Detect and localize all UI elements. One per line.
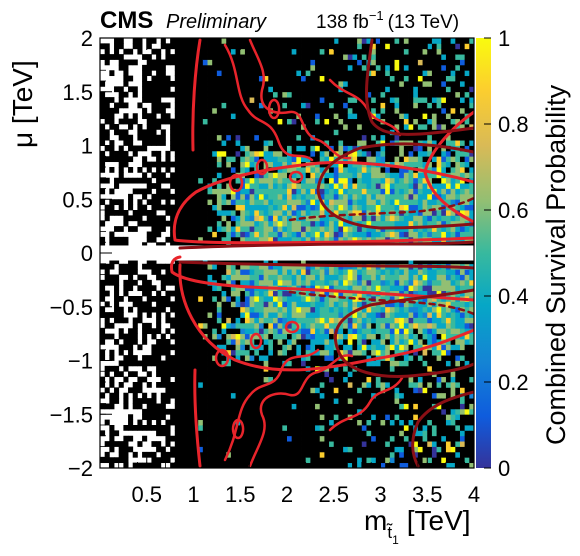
- x-axis-title-variable: m: [364, 505, 387, 536]
- colorbar-tick-label: 0.4: [498, 284, 529, 309]
- contour-bright-loops: [214, 98, 304, 440]
- y-axis-ticks: −2 −1.5 −1 −0.5 0 0.5 1 1.5 2: [50, 26, 112, 481]
- contour-bright-wiggle-1: [223, 43, 320, 462]
- y-tick-label: 0.5: [62, 187, 93, 212]
- colorbar-ticks: 0 0.2 0.4 0.6 0.8 1: [484, 26, 529, 481]
- contour-dark-upper: [316, 142, 474, 230]
- x-tick-label: 2.5: [318, 482, 349, 507]
- contour-dark-upper-inner: [365, 38, 474, 136]
- contour-dark-dashed-upper: [288, 196, 474, 222]
- y-tick-label: −2: [68, 456, 93, 481]
- x-tick-label: 2: [281, 482, 293, 507]
- x-tick-label: 4: [468, 482, 480, 507]
- x-axis-ticks: 0.5 1 1.5 2 2.5 3 3.5 4: [108, 38, 480, 507]
- y-axis-title: μ [TeV]: [7, 60, 38, 148]
- x-tick-label: 3: [374, 482, 386, 507]
- x-axis-title-unit: [TeV]: [407, 505, 471, 536]
- x-axis-title: mt̃1 [TeV]: [364, 505, 471, 547]
- mu-zero-gap: [100, 245, 474, 261]
- x-tick-label: 3.5: [412, 482, 443, 507]
- exclusion-contours: [170, 38, 474, 468]
- status-label: Preliminary: [166, 11, 267, 33]
- colorbar: [476, 38, 491, 468]
- experiment-label: CMS: [100, 7, 153, 34]
- contour-dark-lower: [333, 288, 474, 378]
- colorbar-tick-label: 1: [498, 26, 510, 51]
- contour-bright-upper-right: [423, 110, 474, 224]
- contour-dark-dashed-lower: [288, 290, 474, 316]
- y-tick-label: 2: [81, 26, 93, 51]
- colorbar-tick-label: 0.6: [498, 198, 529, 223]
- y-tick-label: −1.5: [50, 402, 93, 427]
- contour-dark-center: [178, 240, 474, 270]
- x-tick-label: 1: [187, 482, 199, 507]
- contour-bright-lower-band: [178, 263, 474, 372]
- contour-bright-lower: [170, 255, 474, 302]
- y-tick-label: 1.5: [62, 80, 93, 105]
- x-axis-title-subsubscript: 1: [392, 533, 399, 547]
- contour-bright-wiggle-2: [248, 38, 354, 468]
- contour-bright-upper-left: [172, 160, 474, 245]
- y-tick-label: 0: [81, 241, 93, 266]
- contour-dark-lower-far: [411, 390, 474, 468]
- colorbar-tick-label: 0.8: [498, 112, 529, 137]
- x-tick-label: 0.5: [131, 482, 162, 507]
- x-tick-label: 1.5: [225, 482, 256, 507]
- colorbar-title: Combined Survival Probability: [541, 84, 571, 445]
- y-tick-label: −1: [68, 349, 93, 374]
- luminosity-label: 138 fb−1 (13 TeV): [316, 8, 459, 33]
- contour-bright-left-vertical: [191, 38, 202, 468]
- luminosity-exponent: −1: [369, 8, 384, 23]
- colorbar-tick-label: 0.2: [498, 370, 529, 395]
- y-tick-label: −0.5: [50, 295, 93, 320]
- heatmap-cells: [100, 38, 474, 468]
- colorbar-tick-label: 0: [498, 456, 510, 481]
- plot-frame: [99, 37, 475, 469]
- x-axis-title-subscript: t̃: [386, 523, 393, 542]
- y-tick-label: 1: [81, 134, 93, 159]
